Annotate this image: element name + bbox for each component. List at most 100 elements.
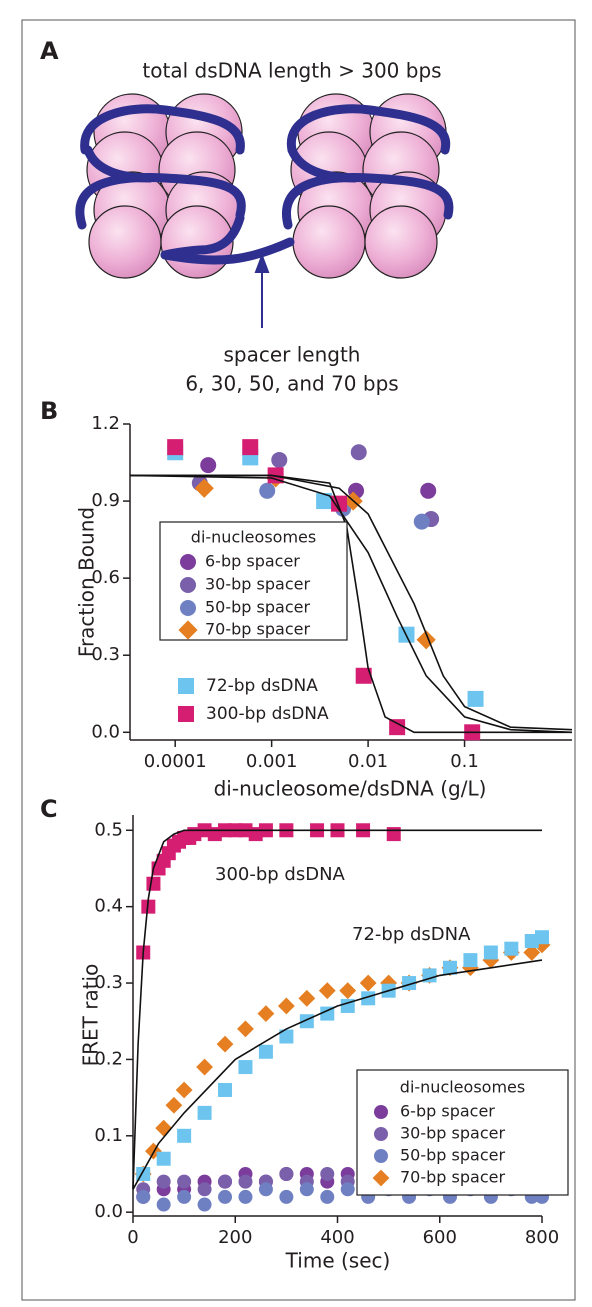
point [535,930,549,945]
point [416,630,436,650]
point [355,667,372,684]
point [197,1182,212,1197]
y-tick-label: 0.1 [94,1125,123,1146]
fit-curve [132,829,542,1190]
legend-marker [180,600,196,616]
point [177,1174,192,1189]
panel-label: A [40,37,59,65]
y-tick-label: 1.2 [91,413,120,434]
x-tick-label: 800 [525,1227,559,1248]
point [146,876,161,891]
y-tick-label: 0.5 [94,819,123,840]
series-annotation: 72-bp dsDNA [352,924,471,945]
point [318,982,336,1000]
y-tick-label: 0.4 [94,896,123,917]
point [258,1044,273,1059]
panel-label: B [40,397,58,425]
fit-curve [132,959,543,1190]
diagram-title: total dsDNA length > 300 bps [142,59,441,83]
point [218,1174,233,1189]
point [200,457,217,474]
point [177,1128,192,1143]
point [359,974,377,992]
point [299,1182,314,1197]
point [380,974,398,992]
point [389,719,406,736]
point [196,1058,213,1076]
x-tick-label: 0.1 [450,751,479,772]
legend-marker [180,554,196,570]
point [316,493,333,510]
point [413,513,430,530]
y-tick-label: 0.3 [94,972,123,993]
fit-curve [130,474,572,734]
point [279,1166,294,1181]
point [463,953,478,968]
point [242,439,259,456]
point [467,690,484,707]
point [504,941,519,956]
legend-marker [178,678,194,694]
legend-marker [178,706,194,722]
legend-label: 50-bp spacer [205,598,310,617]
y-tick-label: 0.6 [91,567,120,588]
legend-box [356,1069,569,1196]
diagram-caption: 6, 30, 50, and 70 bps [185,372,398,396]
legend-label: 30-bp spacer [400,1124,505,1143]
diagram-caption: spacer length [223,343,360,367]
point [420,482,437,499]
point [175,1081,193,1099]
point [320,1166,335,1181]
point [320,1189,335,1204]
point [238,1060,253,1075]
point [194,478,214,498]
point [237,1020,254,1038]
x-tick-label: 200 [218,1227,252,1248]
legend-label: 70-bp spacer [205,620,310,639]
x-tick-label: 0.01 [348,751,388,772]
point [197,1197,212,1212]
nucleosome-left [86,93,243,279]
x-tick-label: 600 [423,1227,457,1248]
point [136,1189,151,1204]
x-tick-label: 0 [127,1227,138,1248]
point [386,827,401,842]
x-tick-label: 0.0001 [144,751,207,772]
panel-label: C [40,795,58,823]
y-axis-label: FRET ratio [79,964,103,1067]
point [320,1006,335,1021]
spacer-arrow [254,253,270,328]
legend-label: 50-bp spacer [400,1146,505,1165]
point [165,1096,183,1114]
dna-coil [75,104,454,265]
point [197,1105,212,1120]
point [155,1119,173,1137]
point [156,1151,171,1166]
point [177,1189,192,1204]
legend-marker [374,1149,388,1163]
point [331,495,348,512]
frame [21,19,576,1301]
point [218,1189,233,1204]
legend-marker [372,1169,390,1187]
point [350,444,367,461]
point [339,982,357,1000]
point [156,1174,171,1189]
x-axis-label: di-nucleosome/dsDNA (g/L) [214,777,487,801]
legend-title: di-nucleosomes [191,528,316,547]
y-axis-label: Fraction Bound [75,507,99,657]
point [156,1197,171,1212]
y-tick-label: 0.0 [91,721,120,742]
point [259,482,276,499]
legend-label: 6-bp spacer [400,1102,495,1121]
point [238,1189,253,1204]
point [279,1029,294,1044]
point [238,1174,253,1189]
fit-curve [130,474,573,731]
point [258,1182,273,1197]
point [340,1182,355,1197]
legend-label: 300-bp dsDNA [206,704,329,724]
point [442,960,457,975]
legend-marker [374,1127,388,1141]
